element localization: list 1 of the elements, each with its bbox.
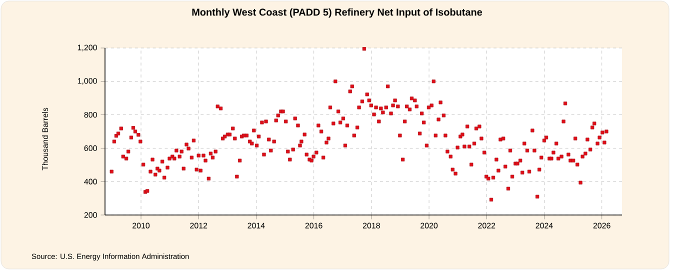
chart-title: Monthly West Coast (PADD 5) Refinery Net Input of Isobutane [192,8,482,18]
